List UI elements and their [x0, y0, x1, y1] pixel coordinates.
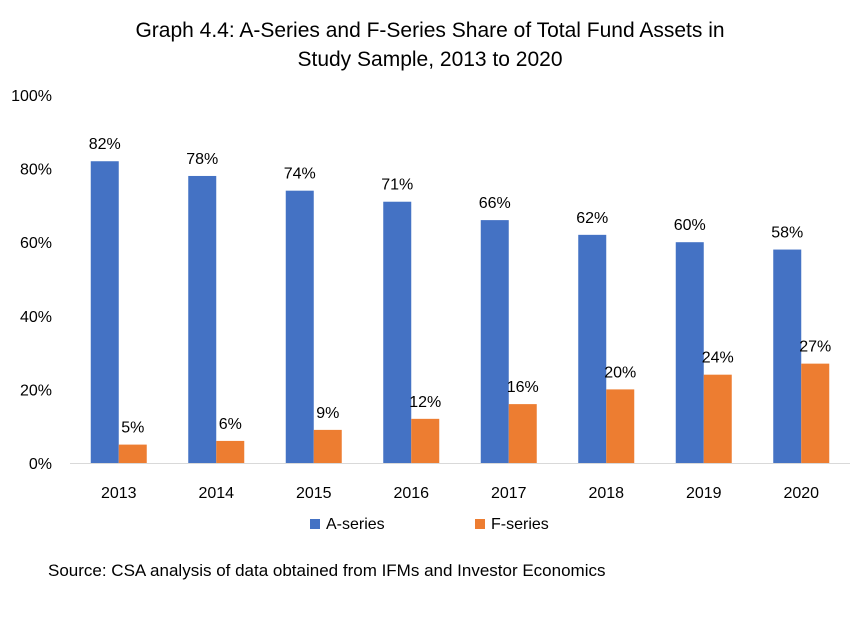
x-tick-label: 2015 — [296, 485, 332, 502]
x-tick-label: 2020 — [783, 485, 819, 502]
y-tick-label: 60% — [20, 235, 52, 252]
legend-label-a-series: A-series — [326, 516, 385, 533]
f-series-bar — [703, 374, 732, 463]
a-series-data-label: 66% — [479, 195, 511, 212]
f-series-bar — [313, 429, 342, 463]
f-series-bar — [508, 404, 537, 463]
f-series-bar — [118, 444, 147, 463]
a-series-data-label: 60% — [674, 217, 706, 234]
a-series-bar — [578, 234, 607, 463]
f-series-data-label: 12% — [409, 394, 441, 411]
a-series-data-label: 82% — [89, 136, 121, 153]
f-series-bar — [411, 418, 440, 463]
f-series-data-label: 27% — [799, 339, 831, 356]
x-tick-label: 2014 — [198, 485, 234, 502]
x-tick-label: 2016 — [393, 485, 429, 502]
legend-swatch-f-series — [475, 519, 485, 529]
a-series-bar — [188, 175, 217, 463]
a-series-bar — [383, 201, 412, 463]
f-series-bar — [216, 440, 245, 463]
a-series-bar — [480, 220, 509, 463]
a-series-data-label: 74% — [284, 166, 316, 183]
a-series-data-label: 62% — [576, 210, 608, 227]
chart-title: Graph 4.4: A-Series and F-Series Share o… — [60, 16, 800, 74]
x-tick-label: 2017 — [491, 485, 527, 502]
a-series-bar — [90, 161, 119, 464]
f-series-data-label: 20% — [604, 364, 636, 381]
f-series-data-label: 6% — [219, 416, 242, 433]
f-series-data-label: 5% — [121, 420, 144, 437]
a-series-bar — [285, 190, 314, 463]
a-series-data-label: 58% — [771, 225, 803, 242]
x-tick-label: 2018 — [588, 485, 624, 502]
a-series-data-label: 78% — [186, 151, 218, 168]
y-tick-label: 40% — [20, 309, 52, 326]
x-tick-label: 2019 — [686, 485, 722, 502]
source-note: Source: CSA analysis of data obtained fr… — [48, 561, 606, 580]
f-series-data-label: 24% — [702, 350, 734, 367]
chart-title-line-2: Study Sample, 2013 to 2020 — [297, 48, 563, 71]
y-tick-label: 0% — [29, 456, 52, 473]
f-series-bar — [801, 363, 830, 463]
y-tick-label: 100% — [11, 88, 52, 105]
f-series-bar — [606, 389, 635, 463]
legend-label-f-series: F-series — [491, 516, 549, 533]
y-tick-label: 80% — [20, 162, 52, 179]
x-tick-label: 2013 — [101, 485, 137, 502]
chart-title-line-1: Graph 4.4: A-Series and F-Series Share o… — [135, 19, 725, 42]
a-series-data-label: 71% — [381, 177, 413, 194]
y-tick-label: 20% — [20, 382, 52, 399]
f-series-data-label: 9% — [316, 405, 339, 422]
f-series-data-label: 16% — [507, 379, 539, 396]
a-series-bar — [675, 242, 704, 463]
legend-swatch-a-series — [310, 519, 320, 529]
a-series-bar — [773, 249, 802, 463]
